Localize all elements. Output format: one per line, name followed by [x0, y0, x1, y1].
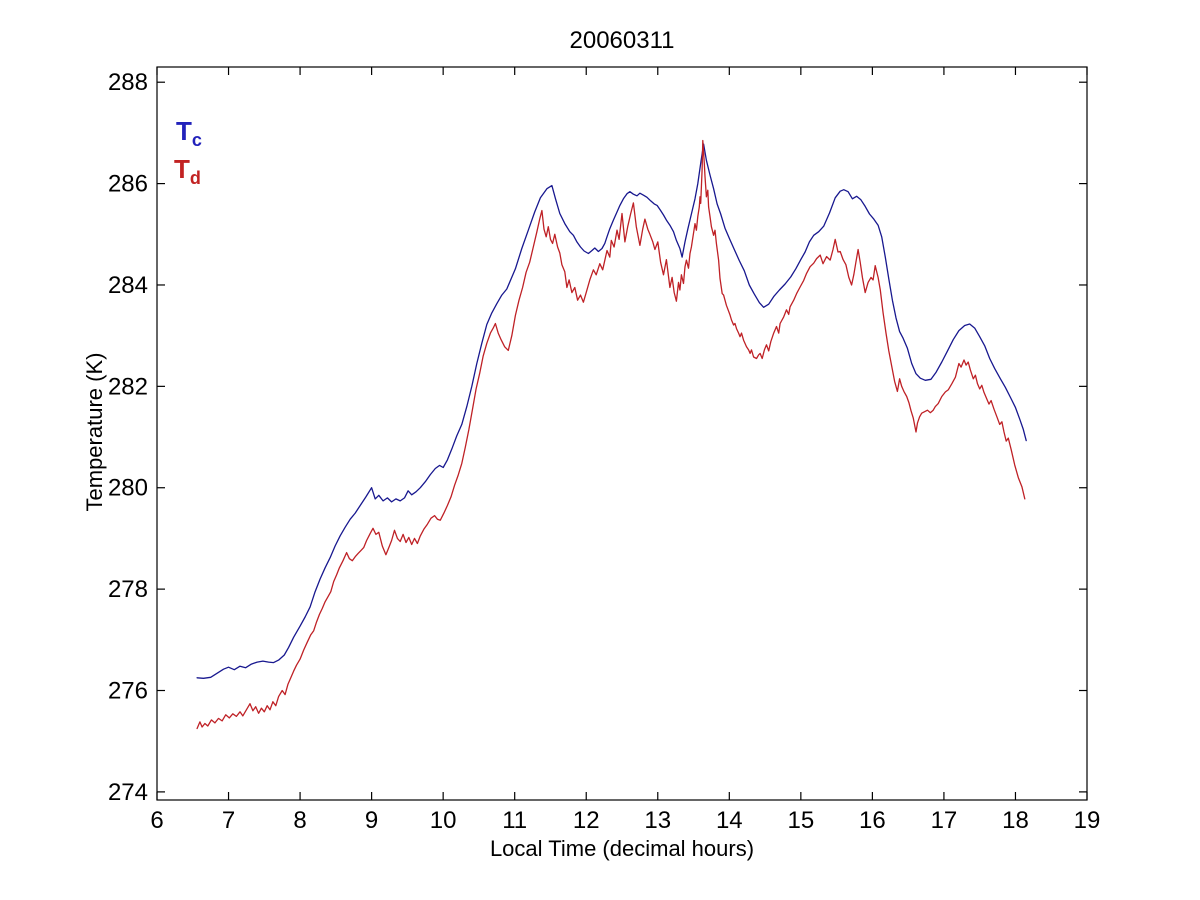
legend-td-main: T: [174, 154, 190, 184]
y-tick-label: 276: [108, 678, 148, 705]
y-tick-label: 286: [108, 171, 148, 198]
y-axis-label: Temperature (K): [82, 352, 107, 512]
y-tick-label: 284: [108, 272, 148, 299]
y-tick-label: 278: [108, 576, 148, 603]
x-tick-label: 15: [787, 807, 814, 834]
x-tick-label: 11: [502, 807, 527, 834]
legend-tc-sub: c: [191, 130, 202, 150]
x-tick-label: 16: [859, 807, 886, 834]
x-tick-label: 17: [931, 807, 958, 834]
series-line-c: [196, 143, 1027, 679]
x-tick-label: 8: [293, 807, 306, 834]
x-axis-label: Local Time (decimal hours): [489, 836, 755, 861]
series-line-d: [196, 139, 1026, 730]
legend-td-sub: d: [189, 168, 201, 188]
x-tick-label: 12: [573, 807, 600, 834]
plot-box: [156, 66, 1088, 801]
x-tick-label: 10: [430, 807, 457, 834]
y-tick-label: 282: [108, 373, 148, 400]
y-tick-label: 280: [108, 475, 148, 502]
legend-entry-tc: Tc: [176, 118, 202, 149]
chart-title: 20060311: [569, 27, 675, 54]
x-tick-label: 14: [716, 807, 743, 834]
x-tick-label: 9: [365, 807, 378, 834]
x-tick-label: 13: [644, 807, 671, 834]
x-tick-label: 18: [1002, 807, 1029, 834]
x-tick-label: 7: [222, 807, 235, 834]
legend-entry-td: Td: [174, 156, 201, 187]
y-tick-label: 288: [108, 69, 148, 96]
x-tick-label: 19: [1074, 807, 1101, 834]
x-tick-label: 6: [150, 807, 163, 834]
y-tick-label: 274: [108, 779, 148, 806]
legend-tc-main: T: [176, 116, 192, 146]
